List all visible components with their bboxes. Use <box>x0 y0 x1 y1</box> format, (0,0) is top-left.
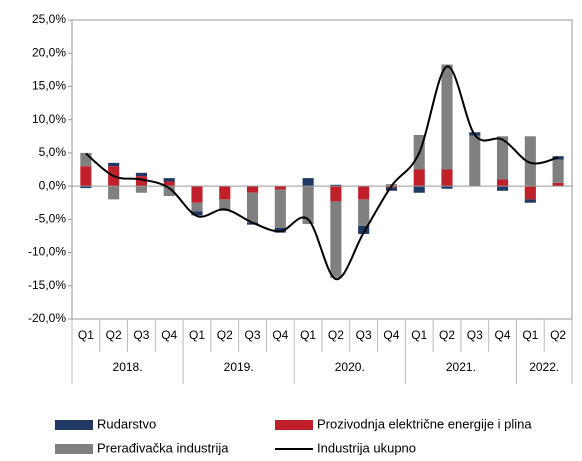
x-tick-label: Q4 <box>161 328 177 342</box>
bar-segment <box>274 186 286 190</box>
legend: Rudarstvo Prozivodnja električne energije… <box>55 416 532 455</box>
bar-segment <box>497 186 509 191</box>
x-tick-label: Q4 <box>495 328 511 342</box>
x-tick-label: Q4 <box>272 328 288 342</box>
bar-segment <box>441 186 453 189</box>
x-tick-label: Q2 <box>217 328 233 342</box>
legend-label: Industrija ukupno <box>317 440 416 455</box>
legend-label: Prerađivačka industrija <box>97 440 229 455</box>
x-group-label: 2018. <box>113 360 143 374</box>
legend-label: Rudarstvo <box>97 416 156 431</box>
bar-segment <box>135 186 147 193</box>
x-tick-label: Q3 <box>467 328 483 342</box>
bar-segment <box>191 186 203 203</box>
bar-segment <box>163 181 175 187</box>
bar-segment <box>247 186 259 193</box>
bar-segment <box>330 186 342 202</box>
bar-segment <box>163 178 175 182</box>
bar-segment <box>219 199 231 210</box>
bar-segment <box>135 172 147 177</box>
x-tick-label: Q1 <box>78 328 94 342</box>
x-tick-label: Q3 <box>133 328 149 342</box>
bar-segment <box>497 179 509 187</box>
y-tick-label: -15,0% <box>28 278 66 292</box>
bar-segment <box>108 186 120 200</box>
y-tick-label: 10,0% <box>32 112 66 126</box>
bar-segment <box>191 202 203 212</box>
x-tick-label: Q4 <box>383 328 399 342</box>
bar-segment <box>469 135 481 186</box>
bar-segment <box>80 152 92 167</box>
y-tick-label: 0,0% <box>39 178 67 192</box>
x-group-label: 2022. <box>529 360 559 374</box>
x-group-label: 2020. <box>335 360 365 374</box>
y-tick-label: -10,0% <box>28 245 66 259</box>
y-tick-label: 5,0% <box>39 145 67 159</box>
x-group-label: 2019. <box>224 360 254 374</box>
line-series <box>85 65 559 281</box>
bar-segment <box>413 186 425 193</box>
bar-segment <box>552 159 564 183</box>
y-tick-label: 25,0% <box>32 12 66 26</box>
y-tick-label: -5,0% <box>35 212 67 226</box>
bar-segment <box>274 189 286 228</box>
x-group-label: 2021. <box>446 360 476 374</box>
bar-segment <box>413 169 425 187</box>
bar-segment <box>80 166 92 187</box>
x-tick-label: Q2 <box>550 328 566 342</box>
y-tick-label: 20,0% <box>32 45 66 59</box>
bar-segment <box>552 182 564 187</box>
x-tick-label: Q2 <box>106 328 122 342</box>
bar-segment <box>358 225 370 234</box>
bar-segment <box>385 187 397 191</box>
bar-segment <box>441 169 453 187</box>
bar-segment <box>358 186 370 200</box>
x-tick-label: Q1 <box>522 328 538 342</box>
bar-segment <box>358 199 370 226</box>
legend-swatch <box>55 420 93 430</box>
bar-segment <box>330 184 342 187</box>
bar-segment <box>80 186 92 189</box>
y-tick-label: -20,0% <box>28 311 66 325</box>
x-tick-label: Q3 <box>245 328 261 342</box>
bar-segment <box>441 64 453 170</box>
x-tick-label: Q2 <box>328 328 344 342</box>
x-tick-label: Q1 <box>189 328 205 342</box>
bar-segment <box>524 186 536 200</box>
bar-segment <box>330 201 342 278</box>
legend-swatch <box>275 420 313 430</box>
bar-segment <box>191 211 203 216</box>
bar-segment <box>302 186 314 224</box>
legend-label: Prozivodnja električne energije i plina <box>317 416 532 431</box>
legend-swatch <box>55 444 93 454</box>
x-tick-label: Q2 <box>439 328 455 342</box>
bar-segment <box>497 136 509 180</box>
bar-segment <box>524 199 536 203</box>
bar-segment <box>524 136 536 187</box>
bar-segment <box>163 186 175 197</box>
bar-segment <box>219 186 231 200</box>
x-tick-label: Q3 <box>356 328 372 342</box>
bar-segment <box>247 192 259 223</box>
bar-segment <box>108 162 120 167</box>
x-tick-label: Q1 <box>411 328 427 342</box>
bar-segment <box>135 176 147 187</box>
x-tick-label: Q1 <box>300 328 316 342</box>
y-tick-label: 15,0% <box>32 79 66 93</box>
bar-segment <box>302 178 314 187</box>
